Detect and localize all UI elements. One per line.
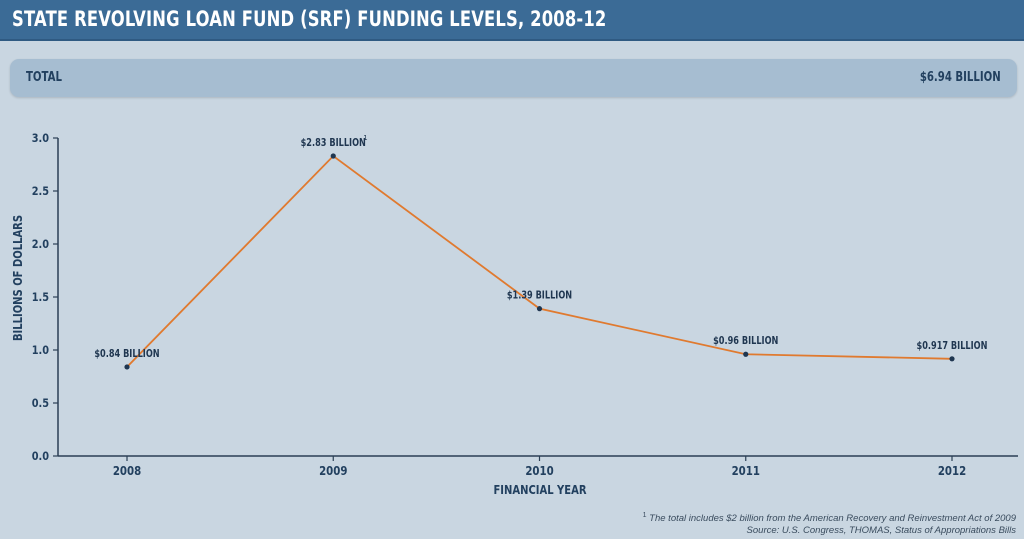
footnote-source: Source: U.S. Congress, THOMAS, Status of… [746, 525, 1016, 537]
y-tick-label: 2.0 [32, 237, 49, 251]
total-bar: TOTAL $6.94 BILLION [10, 59, 1017, 97]
data-point [330, 153, 336, 159]
total-value: $6.94 BILLION [920, 70, 1001, 85]
data-label: $1.39 BILLION [507, 290, 572, 302]
footnote-text: The total includes $2 billion from the A… [649, 513, 1016, 525]
data-point [949, 356, 955, 362]
data-label: $0.917 BILLION [917, 340, 988, 352]
data-label: $0.96 BILLION [713, 335, 778, 347]
x-tick-label: 2012 [938, 464, 966, 478]
footnote: 1 The total includes $2 billion from the… [643, 510, 1016, 537]
x-axis-title: FINANCIAL YEAR [493, 483, 586, 497]
series-line [126, 154, 953, 368]
x-tick-label: 2009 [319, 464, 348, 478]
x-tick-label: 2011 [732, 464, 760, 478]
data-label: $0.84 BILLION [94, 348, 159, 360]
header-bar: STATE REVOLVING LOAN FUND (SRF) FUNDING … [0, 0, 1024, 41]
footnote-note: 1 The total includes $2 billion from the… [643, 510, 1016, 525]
x-tick-label: 2008 [113, 464, 142, 478]
y-tick-label: 1.5 [32, 290, 49, 304]
data-point [124, 364, 130, 370]
data-point [743, 351, 749, 357]
footnote-marker: 1 [642, 512, 647, 519]
y-tick-label: 0.0 [32, 449, 49, 463]
total-label: TOTAL [26, 70, 62, 85]
data-point [536, 306, 543, 312]
y-tick-label: 0.5 [32, 396, 49, 410]
y-tick-label: 2.5 [32, 184, 49, 198]
annotation-marker: 1 [363, 134, 367, 142]
y-axis-title: BILLIONS OF DOLLARS [11, 215, 25, 341]
data-label: $2.83 BILLION [301, 137, 366, 149]
x-tick-label: 2010 [525, 464, 554, 478]
y-tick-label: 3.0 [32, 131, 49, 145]
y-tick-label: 1.0 [32, 343, 49, 357]
page-title: STATE REVOLVING LOAN FUND (SRF) FUNDING … [12, 7, 607, 31]
